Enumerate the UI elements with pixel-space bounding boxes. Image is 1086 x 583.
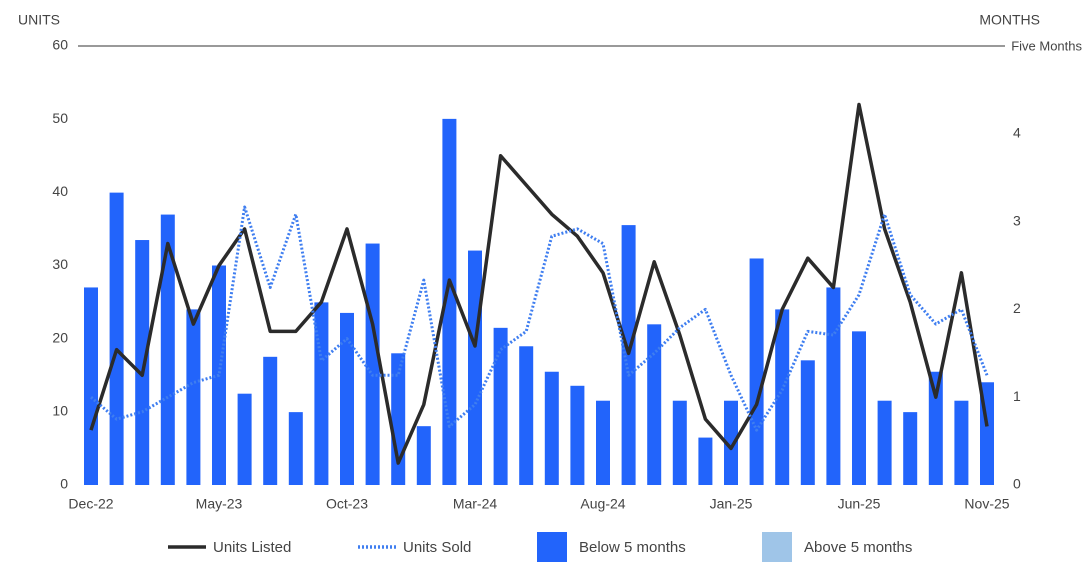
bar (775, 309, 790, 485)
y-tick-label: 0 (60, 476, 68, 492)
legend-label: Below 5 months (579, 539, 686, 556)
bar (877, 400, 892, 485)
bar (468, 250, 482, 485)
bar (826, 287, 841, 485)
bar (544, 371, 559, 485)
y-tick-label: 60 (52, 37, 68, 53)
bar (442, 118, 457, 486)
bar (928, 371, 943, 485)
bar (724, 400, 738, 485)
legend-label: Units Sold (403, 539, 471, 556)
y2-tick-label: 1 (1013, 388, 1021, 404)
legend-label: Above 5 months (804, 539, 912, 556)
y-axis-title: UNITS (18, 12, 60, 28)
y-tick-label: 30 (52, 256, 68, 272)
bar (109, 192, 124, 485)
bar (647, 324, 662, 485)
y-tick-label: 40 (52, 183, 68, 199)
line-series (89, 102, 989, 465)
y-tick-label: 10 (52, 403, 68, 419)
bar (365, 243, 380, 485)
bar (954, 400, 969, 485)
bar (596, 400, 610, 485)
x-tick-label: Dec-22 (68, 496, 113, 512)
bar (749, 258, 764, 485)
bar (800, 360, 815, 485)
bar (288, 412, 303, 485)
bar (416, 426, 431, 485)
bar (84, 287, 98, 485)
bar (186, 309, 201, 485)
legend-label: Units Listed (213, 539, 291, 556)
y-tick-label: 50 (52, 110, 68, 126)
line-series (90, 205, 989, 432)
y2-tick-label: 2 (1013, 300, 1021, 316)
x-tick-label: May-23 (196, 496, 243, 512)
y-tick-label: 20 (52, 329, 68, 345)
x-tick-label: Jan-25 (710, 496, 753, 512)
x-tick-label: Mar-24 (453, 496, 498, 512)
bar (135, 240, 150, 485)
bar (698, 437, 713, 485)
bar (263, 356, 278, 485)
y2-axis-title: MONTHS (979, 12, 1040, 28)
bar (237, 393, 252, 485)
bar (852, 331, 866, 485)
bar (672, 400, 687, 485)
bar (519, 346, 534, 485)
bar (314, 302, 329, 485)
legend-swatch (762, 532, 792, 562)
x-tick-label: Oct-23 (326, 496, 368, 512)
x-tick-label: Aug-24 (580, 496, 625, 512)
bar (160, 214, 175, 486)
y2-tick-label: 4 (1013, 125, 1021, 141)
bar (570, 385, 585, 485)
x-tick-label: Nov-25 (964, 496, 1009, 512)
y2-tick-label: 0 (1013, 476, 1021, 492)
legend-swatch (537, 532, 567, 562)
annotation: Five Months (1011, 38, 1082, 53)
bar (621, 225, 636, 485)
bar (903, 412, 918, 485)
y2-tick-label: 3 (1013, 212, 1021, 228)
x-tick-label: Jun-25 (838, 496, 881, 512)
bar (340, 312, 354, 485)
bar (493, 327, 508, 485)
